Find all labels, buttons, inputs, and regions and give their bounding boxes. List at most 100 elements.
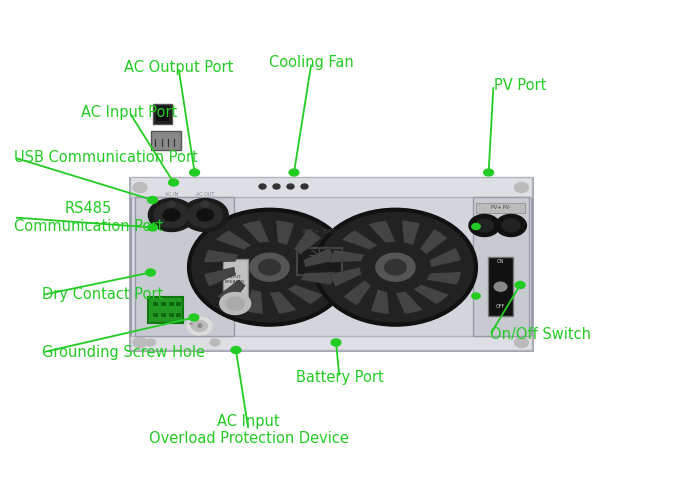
Circle shape (197, 209, 214, 221)
Bar (161, 313, 166, 316)
Polygon shape (413, 284, 449, 304)
FancyBboxPatch shape (130, 178, 532, 350)
Bar (155, 108, 169, 121)
Circle shape (472, 224, 480, 230)
Bar (148, 296, 183, 322)
Circle shape (376, 253, 415, 281)
Circle shape (146, 339, 155, 346)
Circle shape (289, 169, 299, 176)
Text: ON: ON (497, 259, 504, 264)
Circle shape (146, 269, 155, 276)
Polygon shape (395, 292, 423, 314)
Circle shape (133, 338, 147, 347)
Polygon shape (287, 284, 323, 304)
Circle shape (187, 317, 212, 335)
Circle shape (259, 184, 266, 189)
Bar (169, 302, 174, 306)
Circle shape (250, 253, 289, 281)
Bar (153, 313, 158, 316)
Polygon shape (330, 267, 362, 287)
Polygon shape (216, 230, 252, 250)
Polygon shape (429, 248, 461, 267)
Text: On/Off Switch: On/Off Switch (490, 328, 591, 342)
Text: PV Port: PV Port (494, 78, 546, 92)
Circle shape (188, 202, 223, 228)
Circle shape (189, 314, 199, 321)
Text: Dry Contact Port: Dry Contact Port (42, 288, 163, 302)
Bar (153, 302, 158, 306)
Text: AC Output Port: AC Output Port (124, 60, 233, 75)
Circle shape (301, 184, 308, 189)
Circle shape (475, 219, 493, 232)
Circle shape (220, 292, 251, 314)
Text: INPUT
BREAKER: INPUT BREAKER (225, 275, 245, 284)
Polygon shape (402, 220, 420, 246)
Polygon shape (330, 250, 365, 262)
Circle shape (515, 282, 525, 288)
Circle shape (231, 346, 241, 354)
Bar (488, 258, 513, 316)
Polygon shape (300, 272, 335, 285)
Polygon shape (368, 220, 395, 243)
Bar (297, 248, 342, 276)
Bar (130, 336, 532, 350)
Polygon shape (218, 280, 245, 305)
Text: PV+ PV-: PV+ PV- (491, 205, 510, 210)
Polygon shape (303, 248, 335, 267)
Bar (473, 196, 528, 336)
Bar (176, 313, 181, 316)
Text: AC OUT: AC OUT (196, 192, 214, 198)
Text: Battery Port: Battery Port (295, 370, 384, 385)
Circle shape (148, 198, 195, 232)
Circle shape (514, 338, 528, 347)
Bar (223, 258, 248, 304)
Circle shape (210, 339, 220, 346)
Circle shape (259, 260, 280, 275)
Bar (151, 131, 181, 150)
Bar (153, 104, 172, 124)
Polygon shape (371, 289, 389, 314)
Text: USB Communication Port: USB Communication Port (14, 150, 197, 165)
Text: RS485
Communication Port: RS485 Communication Port (14, 202, 163, 234)
Circle shape (192, 320, 207, 332)
Circle shape (494, 282, 507, 291)
Text: Cooling Fan: Cooling Fan (269, 55, 354, 70)
Circle shape (167, 201, 176, 207)
Circle shape (190, 169, 200, 176)
Text: AC IN: AC IN (164, 192, 178, 198)
Circle shape (201, 201, 209, 207)
Polygon shape (276, 220, 294, 246)
Circle shape (472, 293, 480, 299)
Circle shape (148, 224, 158, 231)
Text: OFF: OFF (496, 304, 505, 310)
Circle shape (385, 260, 406, 275)
Polygon shape (426, 272, 461, 285)
Text: +: + (188, 320, 193, 326)
Bar (135, 196, 234, 336)
Circle shape (169, 179, 178, 186)
Bar (130, 178, 532, 197)
Text: AC Input Port: AC Input Port (81, 105, 178, 120)
Circle shape (502, 219, 520, 232)
Circle shape (154, 202, 189, 228)
Bar (476, 202, 525, 212)
Polygon shape (420, 229, 447, 254)
Circle shape (163, 209, 180, 221)
Text: AC Input
Overload Protection Device: AC Input Overload Protection Device (148, 414, 349, 446)
Text: Grounding Screw Hole: Grounding Screw Hole (42, 345, 205, 360)
Polygon shape (242, 220, 270, 243)
Text: BAT+  BAT-: BAT+ BAT- (302, 229, 337, 234)
Polygon shape (204, 250, 239, 262)
Circle shape (133, 182, 147, 192)
Polygon shape (342, 230, 378, 250)
Circle shape (226, 297, 244, 310)
Circle shape (189, 210, 350, 324)
Circle shape (484, 169, 494, 176)
Bar (169, 313, 174, 316)
Polygon shape (204, 267, 236, 287)
Circle shape (514, 182, 528, 192)
Circle shape (315, 210, 476, 324)
Circle shape (148, 196, 158, 203)
Polygon shape (270, 292, 297, 314)
Text: ⊕: ⊕ (197, 322, 202, 328)
